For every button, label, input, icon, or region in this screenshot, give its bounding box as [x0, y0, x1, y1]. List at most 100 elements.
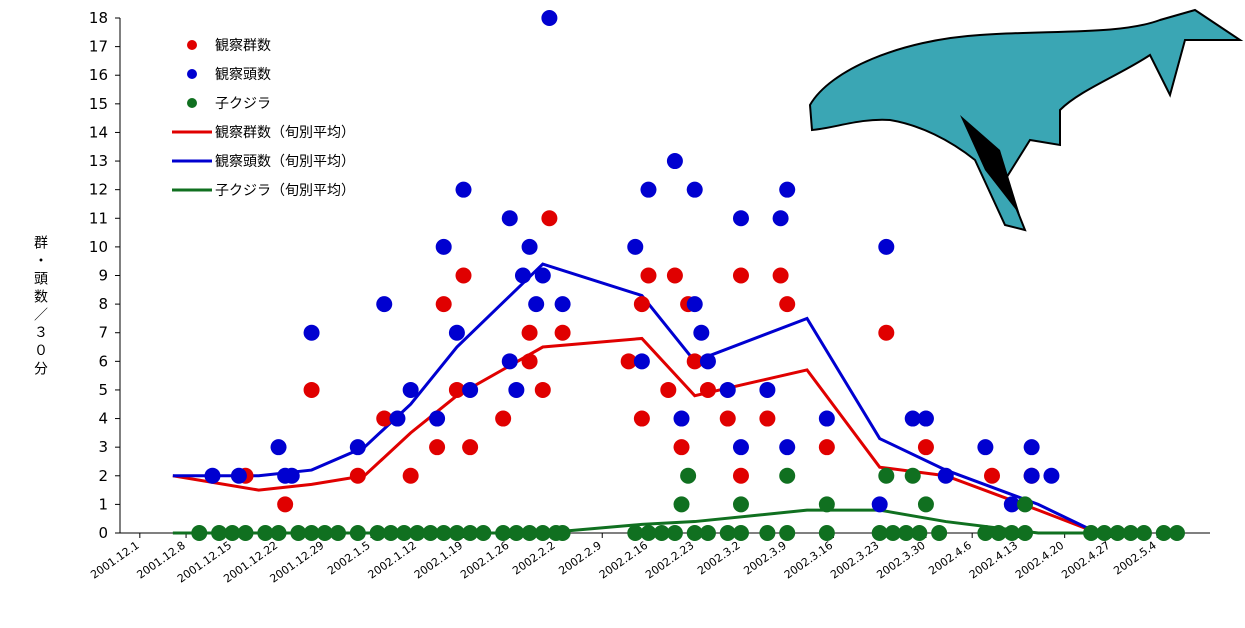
point [495, 410, 512, 427]
x-tick-label: 2002.1.19 [412, 539, 465, 582]
point [290, 525, 307, 541]
point [666, 525, 683, 541]
point [911, 525, 928, 541]
point [409, 525, 426, 541]
legend-label: 子クジラ [215, 96, 271, 112]
point [455, 267, 472, 284]
point [917, 410, 934, 427]
point [514, 267, 531, 284]
y-tick-label: 12 [89, 181, 108, 199]
point [554, 296, 571, 313]
point [699, 381, 716, 398]
point [640, 525, 657, 541]
point [878, 324, 895, 341]
point [501, 210, 518, 227]
point [931, 525, 948, 541]
point [521, 525, 538, 541]
point [211, 525, 228, 541]
y-tick-label: 9 [98, 267, 108, 285]
point [732, 210, 749, 227]
point [541, 210, 558, 227]
legend-label: 観察頭数（旬別平均） [215, 153, 355, 170]
point [541, 10, 558, 26]
point [818, 496, 835, 513]
point [904, 410, 921, 427]
y-tick-label: 1 [98, 495, 108, 513]
point [303, 324, 320, 341]
point [779, 525, 796, 541]
legend-label: 観察群数 [215, 37, 271, 54]
point [719, 525, 736, 541]
point [396, 525, 413, 541]
point [640, 181, 657, 198]
x-tick-label: 2002.4.27 [1059, 539, 1112, 582]
point [1168, 525, 1185, 541]
point [818, 439, 835, 456]
y-tick-label: 18 [89, 9, 108, 27]
legend-marker [187, 98, 197, 108]
point [937, 467, 954, 484]
point [1003, 496, 1020, 513]
point [732, 496, 749, 513]
point [884, 525, 901, 541]
point [977, 439, 994, 456]
point [759, 381, 776, 398]
point [878, 238, 895, 255]
y-tick-label: 15 [89, 95, 108, 113]
x-tick-label: 2002.4.13 [967, 539, 1020, 582]
point [673, 496, 690, 513]
point [270, 525, 287, 541]
point [732, 267, 749, 284]
point [402, 467, 419, 484]
x-tick-label: 2002.2.16 [597, 539, 650, 582]
point [917, 439, 934, 456]
point [666, 153, 683, 170]
y-tick-label: 13 [89, 152, 108, 170]
point [448, 324, 465, 341]
point [462, 525, 479, 541]
y-tick-label: 11 [89, 209, 108, 227]
point [633, 296, 650, 313]
x-tick-label: 2002.3.16 [782, 539, 835, 582]
point [554, 525, 571, 541]
point [680, 467, 697, 484]
point [666, 267, 683, 284]
point [303, 381, 320, 398]
point [376, 296, 393, 313]
x-tick-label: 2002.5.4 [1111, 539, 1159, 578]
legend-marker [187, 69, 197, 79]
point [1023, 439, 1040, 456]
whale [808, 8, 1244, 232]
x-tick-label: 2002.1.26 [458, 539, 511, 582]
point [303, 525, 320, 541]
point [475, 525, 492, 541]
y-tick-label: 8 [98, 295, 108, 313]
point [686, 353, 703, 370]
point [871, 496, 888, 513]
point [977, 525, 994, 541]
x-tick-label: 2002.3.23 [828, 539, 881, 582]
point [316, 525, 333, 541]
point [455, 181, 472, 198]
y-tick-label: 10 [89, 238, 108, 256]
point [779, 181, 796, 198]
point [257, 525, 274, 541]
point [1017, 496, 1034, 513]
point [448, 525, 465, 541]
point [349, 525, 366, 541]
point [673, 410, 690, 427]
point [448, 381, 465, 398]
y-tick-label: 3 [98, 438, 108, 456]
point [772, 210, 789, 227]
point [1083, 525, 1100, 541]
point [633, 353, 650, 370]
point [673, 439, 690, 456]
point [627, 525, 644, 541]
y-tick-label: 2 [98, 467, 108, 485]
point [699, 525, 716, 541]
point [779, 439, 796, 456]
legend-label: 子クジラ（旬別平均） [215, 183, 355, 199]
point [1023, 467, 1040, 484]
point [640, 267, 657, 284]
